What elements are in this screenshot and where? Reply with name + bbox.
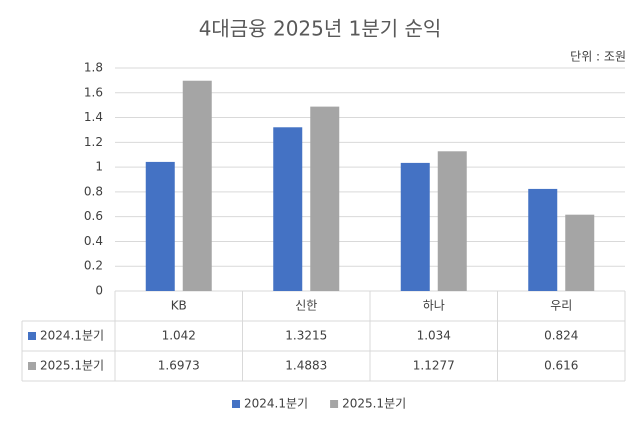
- table-row-label: 2024.1분기: [40, 329, 104, 343]
- legend-label: 2024.1분기: [244, 397, 308, 411]
- table-value: 1.034: [417, 329, 451, 343]
- y-tick-label: 1.4: [84, 110, 103, 124]
- y-tick-label: 1.8: [84, 61, 103, 75]
- table-value: 0.616: [544, 359, 578, 373]
- bar: [400, 162, 430, 291]
- x-tick-label: 신한: [295, 299, 317, 313]
- y-tick-label: 0.8: [84, 184, 103, 198]
- table-value: 0.824: [544, 329, 578, 343]
- y-tick-label: 0.4: [84, 234, 103, 248]
- y-tick-label: 0.2: [84, 259, 103, 273]
- legend-key: [232, 400, 240, 408]
- chart-title: 4대금융 2025년 1분기 순익: [199, 17, 442, 41]
- bar: [528, 188, 558, 291]
- table-legend-key: [28, 362, 36, 370]
- bar: [437, 151, 467, 291]
- table-legend-key: [28, 332, 36, 340]
- x-tick-label: KB: [171, 299, 187, 313]
- y-tick-label: 0: [95, 284, 103, 298]
- y-tick-label: 0.6: [84, 209, 103, 223]
- table-value: 1.1277: [413, 359, 455, 373]
- y-tick-label: 1.2: [84, 135, 103, 149]
- bar: [565, 214, 595, 291]
- y-tick-label: 1: [95, 160, 103, 174]
- legend-label: 2025.1분기: [342, 397, 406, 411]
- table-value: 1.4883: [285, 359, 327, 373]
- bar: [273, 127, 303, 292]
- table-row-label: 2025.1분기: [40, 359, 104, 373]
- x-tick-label: 우리: [550, 299, 572, 313]
- bar: [182, 80, 212, 291]
- x-tick-label: 하나: [423, 299, 445, 313]
- table-value: 1.3215: [285, 329, 327, 343]
- unit-note: 단위 : 조원: [570, 50, 626, 64]
- table-value: 1.042: [162, 329, 196, 343]
- table-value: 1.6973: [158, 359, 200, 373]
- y-tick-label: 1.6: [84, 85, 103, 99]
- bar: [145, 161, 175, 291]
- bar: [310, 106, 340, 291]
- legend-key: [330, 400, 339, 408]
